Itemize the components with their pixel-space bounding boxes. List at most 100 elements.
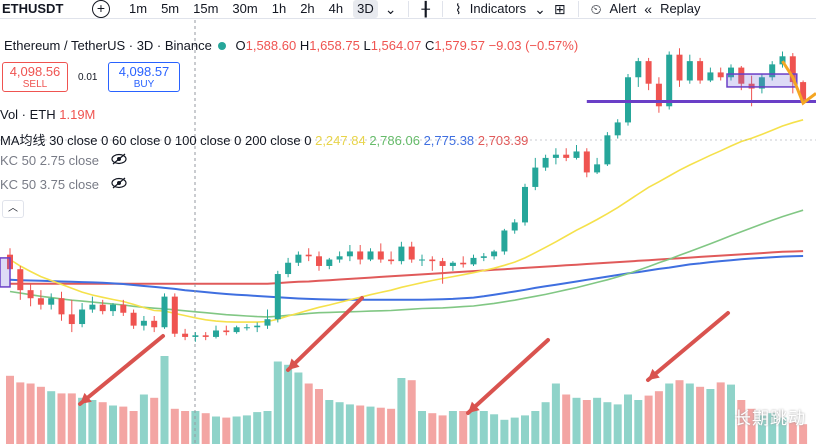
indicators-icon[interactable]: ⌇: [454, 1, 462, 17]
candle-body: [295, 254, 302, 263]
kc2-legend[interactable]: KC 50 3.75 close: [0, 177, 127, 192]
volume-bar: [253, 412, 262, 444]
volume-legend[interactable]: Vol · ETH 1.19M: [0, 107, 95, 122]
annotation-arrow: [646, 311, 730, 382]
candle-body: [130, 312, 137, 326]
volume-bar: [376, 407, 385, 444]
alert-button[interactable]: Alert: [609, 1, 637, 16]
candle-body: [182, 333, 189, 337]
timeframe-4h[interactable]: 4h: [328, 1, 344, 16]
candle-body: [522, 186, 528, 223]
replay-button[interactable]: Replay: [660, 1, 701, 16]
kc1-legend[interactable]: KC 50 2.75 close: [0, 153, 127, 168]
pair-name[interactable]: Ethereum / TetherUS · 3D · Binance: [4, 38, 212, 53]
timeframe-2h[interactable]: 2h: [300, 1, 315, 16]
hidden-eye-icon[interactable]: [111, 153, 127, 168]
toolbar-divider: [441, 1, 443, 17]
sell-button[interactable]: 4,098.56 SELL: [2, 62, 68, 92]
timeframe-3d[interactable]: 3D: [353, 0, 378, 18]
replay-icon[interactable]: «: [644, 1, 653, 17]
ma100-value: 2,775.38: [423, 133, 475, 148]
volume-bar: [47, 391, 56, 444]
volume-bar: [57, 393, 66, 444]
compare-plus-icon[interactable]: +: [92, 0, 110, 18]
candle-body: [161, 296, 168, 328]
candle-body: [676, 54, 683, 81]
volume-bar: [242, 415, 251, 444]
ma-legend[interactable]: MA均线 30 close 0 60 close 0 100 close 0 2…: [0, 130, 528, 149]
symbol-legend: Ethereum / TetherUS · 3D · Binance O1,58…: [4, 38, 578, 53]
volume-bar: [737, 400, 746, 444]
candle-body: [213, 330, 219, 337]
volume-bar: [263, 411, 272, 444]
candle-body: [68, 314, 75, 325]
volume-bar: [500, 419, 509, 444]
candle-body: [686, 61, 693, 81]
candle-body: [573, 151, 580, 158]
ma200-value: 2,703.39: [477, 133, 529, 148]
candle-body: [37, 298, 44, 305]
volume-bar: [541, 402, 550, 444]
volume-bar: [36, 386, 45, 444]
kc1-label: KC 50 2.75 close: [0, 153, 100, 168]
volume-bar: [6, 375, 14, 444]
timeframe-5m[interactable]: 5m: [161, 1, 180, 16]
volume-bar: [16, 382, 25, 444]
chevron-down-icon[interactable]: ⌄: [534, 1, 546, 17]
volume-bar: [160, 356, 169, 444]
volume-bar: [366, 406, 375, 444]
volume-bar: [531, 411, 540, 444]
chevron-down-icon[interactable]: ⌄: [384, 1, 397, 17]
volume-bar: [696, 386, 705, 444]
layout-grid-icon[interactable]: ⊞: [553, 1, 566, 17]
annotation-arrow-head: [80, 392, 92, 404]
volume-bar: [397, 378, 406, 444]
candle-body: [388, 259, 395, 262]
timeframe-15m[interactable]: 15m: [193, 1, 219, 16]
volume-bar: [98, 402, 107, 444]
volume-bar: [407, 380, 416, 444]
hidden-eye-icon[interactable]: [111, 177, 127, 192]
buy-button[interactable]: 4,098.57 BUY: [108, 62, 180, 92]
projection-path: [781, 60, 816, 106]
candle-body: [779, 56, 786, 65]
candle-body: [17, 269, 24, 291]
top-toolbar: ETHUSDT + 1m 5m 15m 30m 1h 2h 4h 3D ⌄ ╂ …: [0, 0, 816, 19]
timeframe-1h[interactable]: 1h: [271, 1, 287, 16]
candle-body: [377, 251, 384, 260]
volume-bar: [294, 372, 303, 444]
indicators-button[interactable]: Indicators: [469, 1, 527, 16]
candle-body: [769, 64, 776, 78]
open-label: O: [235, 38, 246, 53]
high-value: 1,658.75: [309, 38, 360, 53]
candle-body: [480, 256, 487, 258]
candle-body: [532, 167, 539, 187]
candle-body: [614, 122, 621, 136]
toolbar-divider: [577, 1, 579, 17]
candle-body: [357, 251, 364, 260]
alert-clock-icon[interactable]: ⏲: [590, 1, 602, 17]
volume-bars: [6, 356, 808, 444]
timeframe-1m[interactable]: 1m: [129, 1, 148, 16]
volume-bar: [448, 411, 457, 444]
symbol-search[interactable]: ETHUSDT: [2, 1, 64, 16]
candle-type-icon[interactable]: ╂: [421, 1, 430, 17]
volume-bar: [129, 411, 138, 444]
collapse-legend-chevron-up-icon[interactable]: ︿: [2, 200, 24, 218]
volume-bar: [778, 417, 787, 444]
volume-bar: [551, 383, 560, 444]
volume-bar: [613, 404, 622, 444]
timeframe-30m[interactable]: 30m: [232, 1, 258, 16]
candle-body: [305, 254, 312, 257]
volume-bar: [521, 415, 529, 444]
candle-body: [99, 304, 106, 312]
candle-body: [274, 274, 281, 320]
buy-price: 4,098.57: [118, 64, 170, 79]
volume-bar: [88, 400, 97, 444]
low-value: 1,564.07: [370, 38, 422, 53]
volume-bar: [747, 408, 756, 444]
volume-bar: [716, 382, 725, 444]
candle-body: [717, 72, 724, 78]
candle-body: [264, 319, 271, 326]
